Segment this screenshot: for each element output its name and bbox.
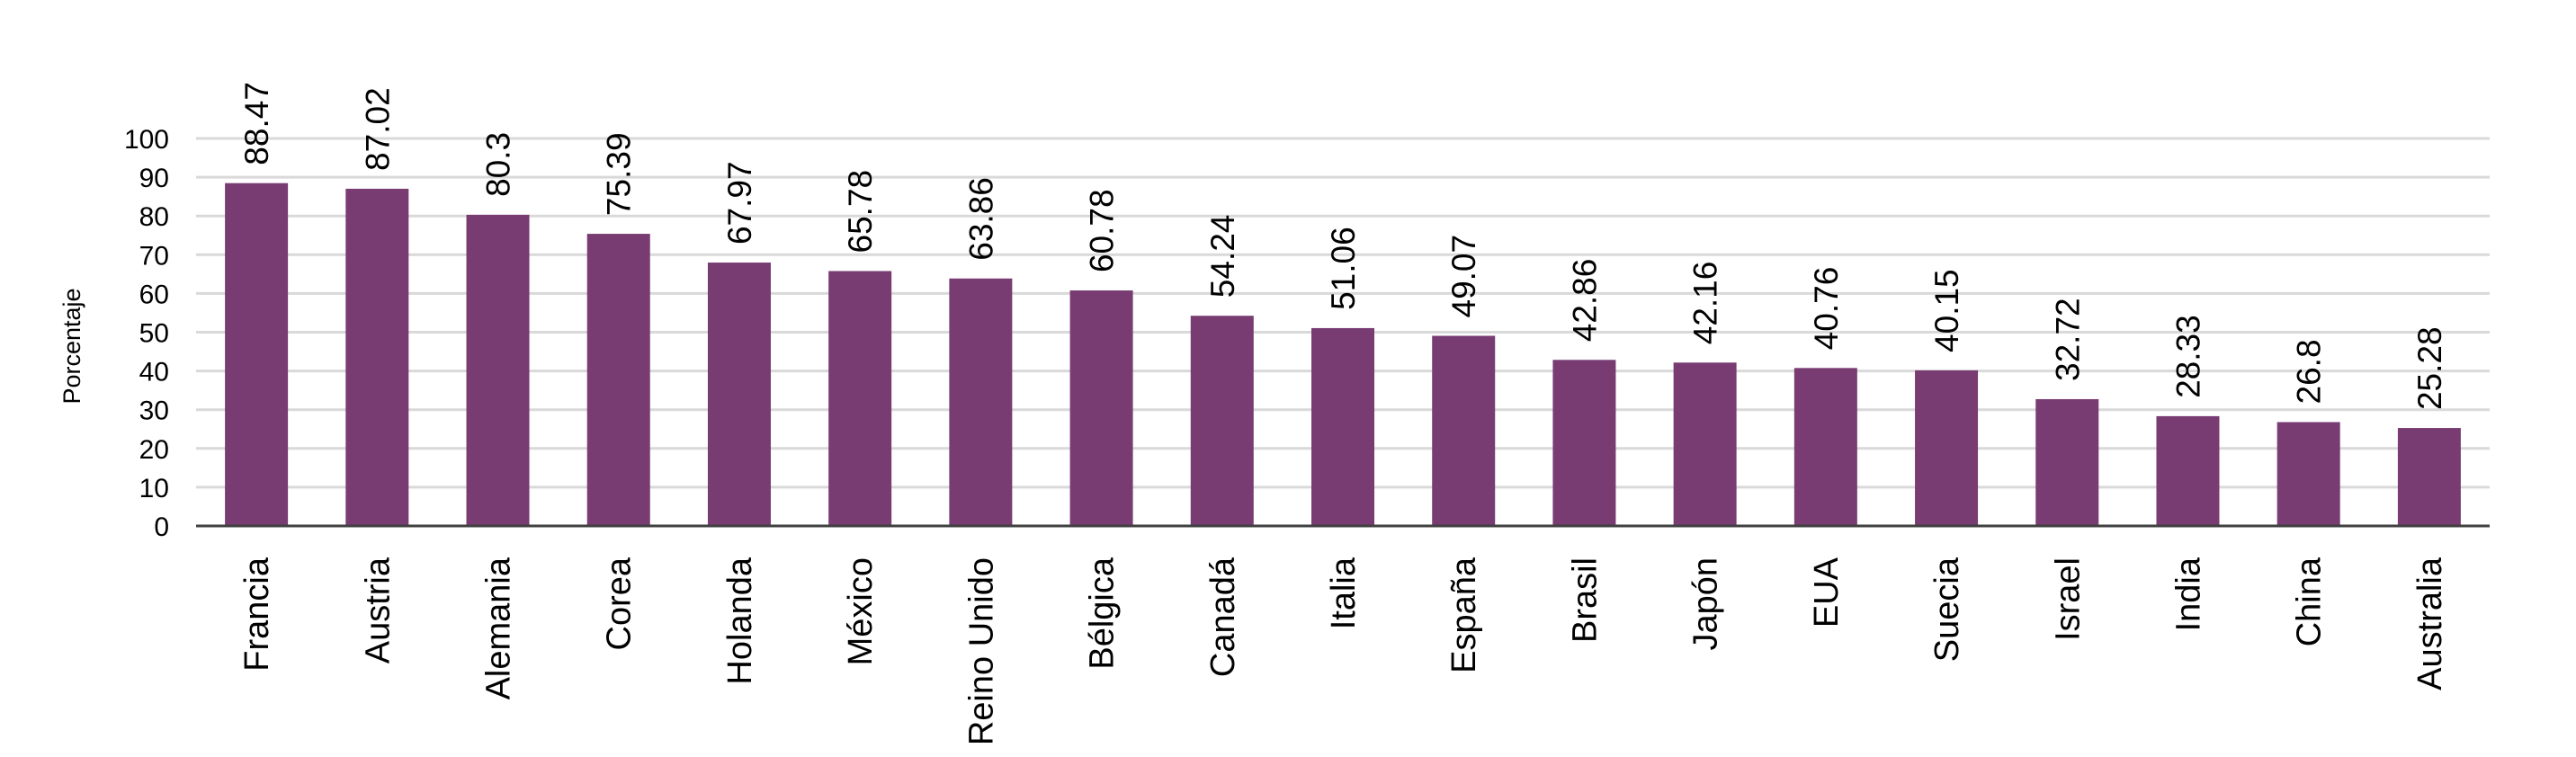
data-label: 80.3	[480, 132, 517, 197]
y-tick-label: 10	[139, 474, 169, 503]
data-label: 40.76	[1808, 267, 1845, 351]
bar	[2035, 398, 2099, 526]
y-tick-label: 0	[154, 512, 169, 542]
bar	[2276, 422, 2340, 526]
data-label: 32.72	[2049, 298, 2086, 381]
y-tick-label: 40	[139, 358, 169, 387]
x-category-label: Italia	[1325, 557, 1363, 629]
y-tick-label: 50	[139, 319, 169, 349]
y-tick-label: 60	[139, 280, 169, 309]
bar	[2156, 415, 2220, 526]
data-labels: 88.47 87.02 80.3 75.39 67.97 65.78 63.86 60.78 5…	[238, 82, 2448, 410]
bar	[828, 271, 892, 526]
x-category-label: Australia	[2411, 557, 2449, 690]
x-category-label: Corea	[601, 557, 639, 650]
data-label: 25.28	[2411, 326, 2448, 410]
data-label: 87.02	[359, 87, 396, 171]
data-label: 63.86	[962, 177, 999, 261]
bar	[1915, 370, 1979, 526]
bar	[225, 183, 289, 526]
x-category-label: Francia	[238, 557, 276, 672]
x-category-label: Suecia	[1928, 557, 1966, 662]
data-label: 40.15	[1928, 269, 1965, 352]
data-label: 65.78	[842, 170, 879, 254]
data-label: 42.86	[1566, 259, 1603, 343]
bar	[2397, 428, 2461, 526]
data-label: 88.47	[238, 82, 275, 165]
x-category-label: Japón	[1687, 557, 1725, 651]
y-axis-title: Porcentaje	[58, 288, 85, 404]
y-tick-label: 20	[139, 435, 169, 465]
x-category-label: Bélgica	[1084, 557, 1122, 669]
x-category-label: India	[2169, 557, 2207, 631]
x-category-label: EUA	[1808, 557, 1846, 628]
bar	[1069, 290, 1133, 526]
data-label: 49.07	[1445, 235, 1482, 318]
x-category-label: Canadá	[1204, 557, 1242, 677]
y-tick-label: 100	[124, 125, 169, 155]
x-category-label: Reino Unido	[962, 557, 1000, 745]
y-tick-label: 90	[139, 164, 169, 193]
x-category-label: Alemania	[480, 557, 518, 699]
bar	[1432, 335, 1496, 526]
bar	[466, 214, 530, 527]
x-category-label: Holanda	[721, 557, 759, 684]
x-category-label: Israel	[2049, 557, 2087, 641]
x-category-label: España	[1445, 557, 1483, 673]
x-category-label: Brasil	[1566, 557, 1604, 643]
x-category-label: México	[842, 557, 880, 665]
bar	[586, 234, 650, 526]
data-label: 54.24	[1204, 215, 1241, 298]
bars	[225, 183, 2461, 527]
bar	[707, 263, 771, 526]
y-tick-label: 30	[139, 396, 169, 426]
bar	[1673, 362, 1737, 526]
y-tick-label: 70	[139, 241, 169, 271]
x-axis-categories: Francia Austria Alemania Corea Holanda México…	[238, 557, 2449, 745]
data-label: 67.97	[721, 161, 758, 245]
bar	[1552, 360, 1616, 526]
data-label: 75.39	[601, 132, 638, 216]
y-axis-ticks: 0 10 20 30 40 50 60 70 80 90 100	[124, 125, 169, 542]
bar	[1793, 368, 1857, 526]
bar	[1311, 327, 1374, 526]
bar	[345, 188, 409, 527]
x-category-label: Austria	[359, 557, 397, 663]
data-label: 60.78	[1084, 189, 1121, 272]
bar	[949, 278, 1013, 526]
data-label: 42.16	[1687, 262, 1724, 345]
data-label: 51.06	[1325, 227, 1362, 310]
bar	[1190, 316, 1254, 526]
data-label: 26.8	[2291, 339, 2328, 404]
x-category-label: China	[2291, 557, 2329, 646]
data-label: 28.33	[2169, 315, 2206, 398]
y-tick-label: 80	[139, 202, 169, 232]
